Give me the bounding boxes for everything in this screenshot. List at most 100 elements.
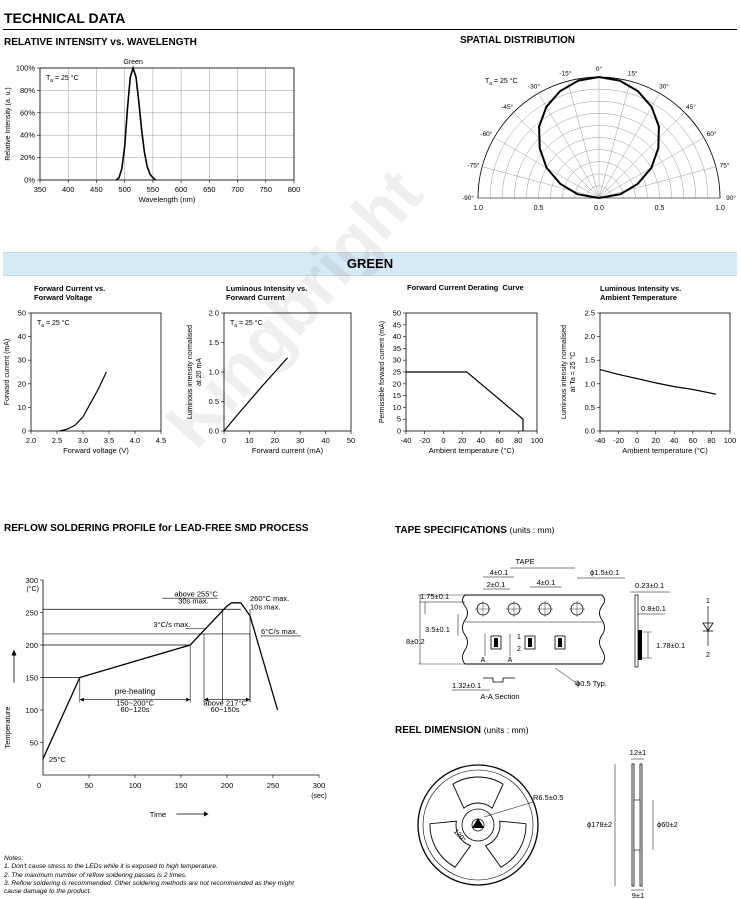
x-axis-label: Wavelength (nm) bbox=[139, 195, 196, 204]
component-led bbox=[558, 638, 562, 647]
x-tick-label: 0 bbox=[441, 436, 445, 445]
series-line bbox=[599, 369, 717, 395]
y-tick-label: 0.0 bbox=[209, 427, 219, 436]
component-pocket bbox=[490, 635, 502, 650]
pin1-label: 1 bbox=[517, 634, 521, 641]
y-tick-label: 100% bbox=[16, 64, 36, 73]
x-tick-label: 40 bbox=[477, 436, 485, 445]
plot-frame bbox=[223, 312, 352, 432]
radial-label: 1.0 bbox=[715, 205, 725, 212]
notes: Notes: 1. Don't cause stress to the LEDs… bbox=[4, 855, 294, 896]
y-tick-label: 40 bbox=[393, 332, 401, 341]
iv-if-title: Luminous Intensity vs. Forward Current bbox=[226, 284, 308, 302]
y-tick-label: 35 bbox=[393, 344, 401, 353]
x-tick-label: 20 bbox=[458, 436, 466, 445]
x-axis-label: Forward current (mA) bbox=[252, 446, 324, 455]
reflow-y-tick-label: 150 bbox=[25, 674, 38, 683]
x-tick-label: 60 bbox=[689, 436, 697, 445]
angle-label: -45° bbox=[501, 103, 513, 111]
iv-ta-title: Luminous Intensity vs. Ambient Temperatu… bbox=[600, 284, 682, 302]
edge-label: 1.75±0.1 bbox=[420, 592, 449, 601]
reel-radius-leader bbox=[483, 801, 534, 818]
x-tick-label: -20 bbox=[419, 436, 430, 445]
preheat-dim-head-r bbox=[186, 697, 191, 702]
angle-label: -15° bbox=[559, 69, 571, 77]
angle-label: 45° bbox=[686, 103, 696, 111]
y-tick-label: 2.0 bbox=[585, 332, 595, 341]
pitch2-label: 2±0.1 bbox=[487, 580, 506, 589]
reel-window bbox=[452, 776, 504, 809]
y-tick-label: 0 bbox=[22, 427, 26, 436]
above217-label: above 217°C bbox=[203, 698, 247, 707]
notes-title: Notes: bbox=[4, 855, 24, 862]
radiation-pattern bbox=[538, 75, 660, 199]
pos-label: 3.5±0.1 bbox=[425, 625, 450, 634]
reel-drawing: 120° R6.5±0.5 12±1 ϕ178±2 ϕ60±2 9±1 bbox=[417, 748, 678, 899]
reel-inner-rim bbox=[422, 769, 534, 881]
plot-frame bbox=[599, 312, 731, 432]
reflow-start-label: 25°C bbox=[49, 755, 66, 764]
thick-label: 0.23±0.1 bbox=[635, 581, 664, 590]
y-tick-label: 80% bbox=[20, 86, 35, 95]
x-tick-label: 100 bbox=[531, 436, 544, 445]
x-tick-label: 550 bbox=[147, 185, 160, 194]
component-pocket bbox=[524, 635, 536, 650]
reel-title-text: REEL DIMENSION bbox=[395, 725, 481, 736]
pitch3-label: 4±0.1 bbox=[537, 578, 556, 587]
reflow-y-unit: (°C) bbox=[26, 585, 39, 593]
x-tick-label: 10 bbox=[245, 436, 253, 445]
polar-spoke bbox=[598, 166, 716, 199]
above255-label: above 255°C bbox=[174, 589, 218, 598]
reflow-x-tick-label: 150 bbox=[175, 781, 188, 790]
polar-spoke bbox=[598, 112, 685, 199]
reel-side-hub bbox=[633, 799, 641, 851]
x-tick-label: 4.5 bbox=[156, 436, 166, 445]
cool-label: 6°C/s max. bbox=[261, 627, 298, 636]
y-tick-label: 20 bbox=[393, 379, 401, 388]
y-tick-label: 25 bbox=[393, 368, 401, 377]
derating-title: Forward Current Derating Curve bbox=[407, 283, 524, 292]
angle-label: -30° bbox=[528, 82, 540, 90]
spatial-title: SPATIAL DISTRIBUTION bbox=[460, 35, 575, 46]
tape-label: TAPE bbox=[515, 557, 534, 566]
y-axis-label: Forward current (mA) bbox=[4, 339, 11, 406]
x-tick-label: 4.0 bbox=[130, 436, 140, 445]
ta-annotation: Ta = 25 °C bbox=[230, 319, 263, 329]
x-tick-label: 400 bbox=[62, 185, 75, 194]
x-tick-label: 700 bbox=[231, 185, 244, 194]
green-section-band: GREEN bbox=[3, 252, 737, 276]
header-rule bbox=[3, 29, 737, 30]
x-tick-label: -20 bbox=[613, 436, 624, 445]
reflow-y-tick-label: 200 bbox=[25, 641, 38, 650]
tape-title-text: TAPE SPECIFICATIONS bbox=[395, 525, 507, 536]
offset-label: 1.32±0.1 bbox=[452, 681, 481, 690]
y-tick-label: 1.5 bbox=[585, 356, 595, 365]
tape-unit: (units : mm) bbox=[509, 525, 555, 535]
reflow-x-tick-label: 0 bbox=[37, 781, 41, 790]
reel-title: REEL DIMENSION (units : mm) bbox=[395, 725, 529, 736]
series-line bbox=[59, 371, 107, 432]
reflow-x-tick-label: 250 bbox=[267, 781, 280, 790]
x-tick-label: 500 bbox=[118, 185, 131, 194]
spatial-chart: -90° -75° -60° -45° -30° -15° 0° 15° 30° 45° 60° 75… bbox=[462, 65, 736, 212]
note-3: 3. Reflow soldering is recommended. Othe… bbox=[4, 879, 294, 887]
x-tick-label: 30 bbox=[296, 436, 304, 445]
x-tick-label: 40 bbox=[670, 436, 678, 445]
y-tick-label: 40% bbox=[20, 131, 35, 140]
x-tick-label: 650 bbox=[203, 185, 216, 194]
y-tick-label: 0 bbox=[397, 427, 401, 436]
phi05-label: ϕ0.5 Typ. bbox=[576, 679, 607, 688]
reflow-y-label: Temperature bbox=[3, 706, 12, 748]
y-axis-label: at Ta = 25 °C bbox=[569, 352, 577, 393]
y-tick-label: 0% bbox=[24, 176, 35, 185]
reflow-y-tick-label: 250 bbox=[25, 609, 38, 618]
reel-hub bbox=[461, 808, 495, 842]
radial-label: 1.0 bbox=[473, 205, 483, 212]
x-tick-label: 0 bbox=[222, 436, 226, 445]
x-axis-label: Forward voltage (V) bbox=[63, 446, 129, 455]
ta-annotation: Ta = 25 °C bbox=[37, 319, 70, 329]
y-tick-label: 0.5 bbox=[209, 397, 219, 406]
preheat-dim-head-l bbox=[79, 697, 84, 702]
x-tick-label: 0 bbox=[635, 436, 639, 445]
